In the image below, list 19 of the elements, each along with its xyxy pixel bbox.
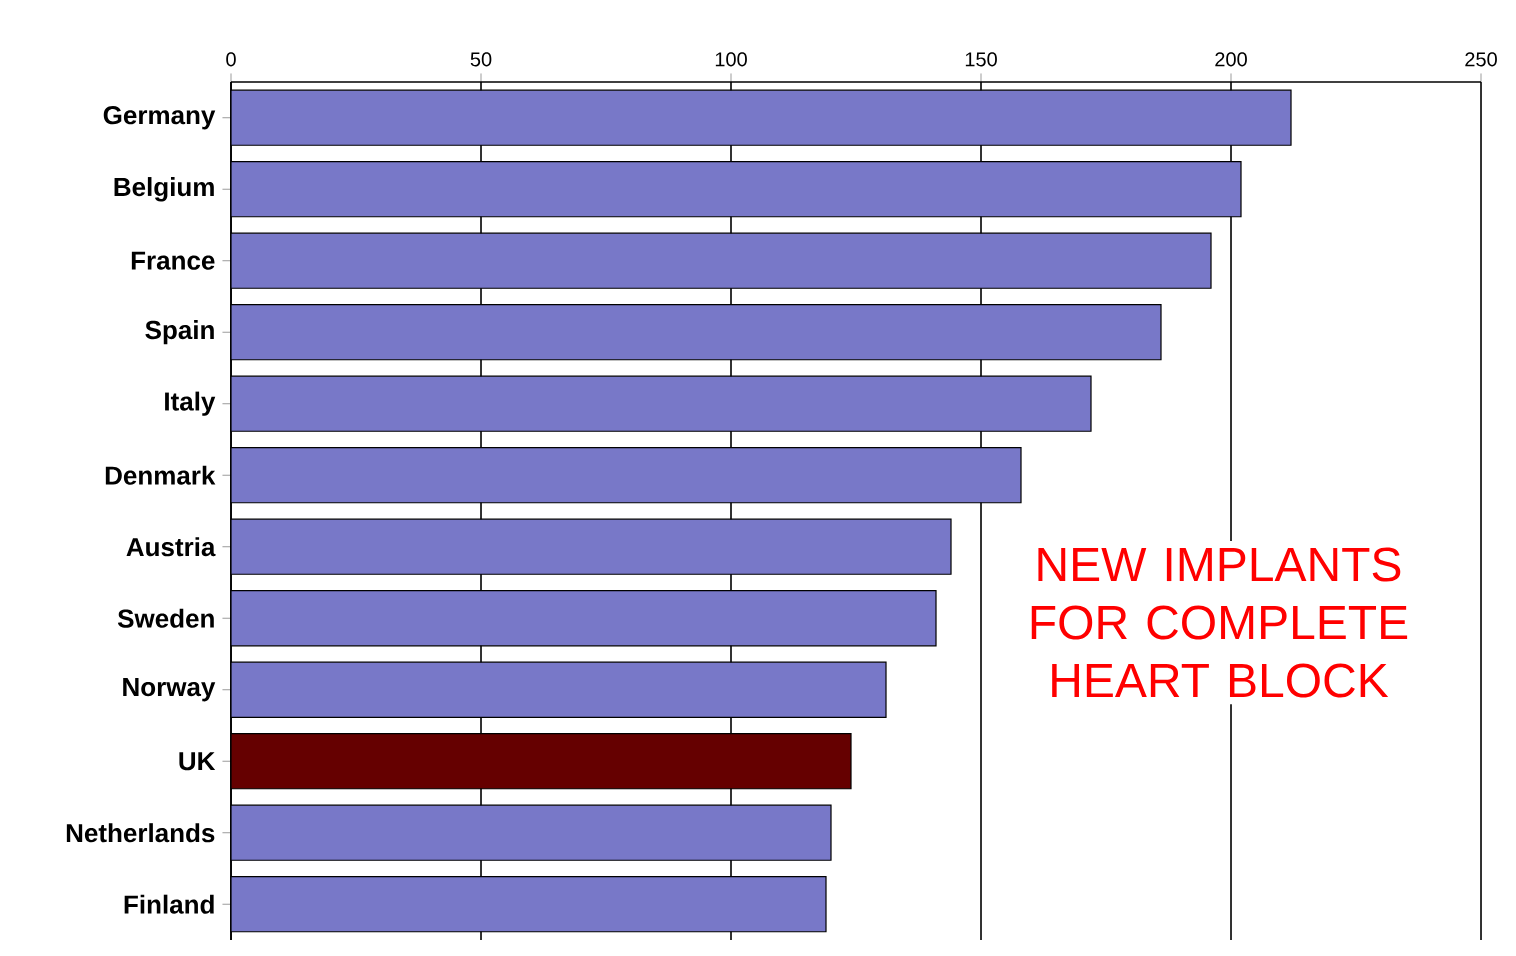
x-tick-label: 250 — [1465, 52, 1497, 67]
y-tick-label: Germany — [103, 105, 216, 130]
y-tick-label: Sweden — [117, 608, 214, 628]
x-tick-label: 150 — [965, 52, 997, 67]
y-tick-label: Denmark — [105, 465, 216, 485]
y-tick-label: Netherlands — [66, 823, 215, 843]
y-tick-label: Spain — [145, 320, 214, 345]
y-tick-label: Finland — [124, 894, 214, 914]
y-tick-label: Italy — [165, 391, 216, 416]
y-tick-label: Norway — [123, 678, 216, 702]
y-tick-label: Austria — [126, 537, 216, 557]
x-tick-label: 100 — [715, 52, 747, 67]
y-tick-label: Belgium — [114, 177, 214, 202]
x-tick-label: 0 — [226, 52, 236, 67]
y-tick-label: France — [131, 251, 215, 270]
y-tick-label: UK — [179, 752, 216, 771]
annotation: NEW IMPLANTS FOR COMPLETE HEART BLOCK — [1031, 547, 1408, 698]
x-tick-label: 50 — [470, 52, 492, 67]
x-tick-label: 200 — [1215, 52, 1247, 67]
